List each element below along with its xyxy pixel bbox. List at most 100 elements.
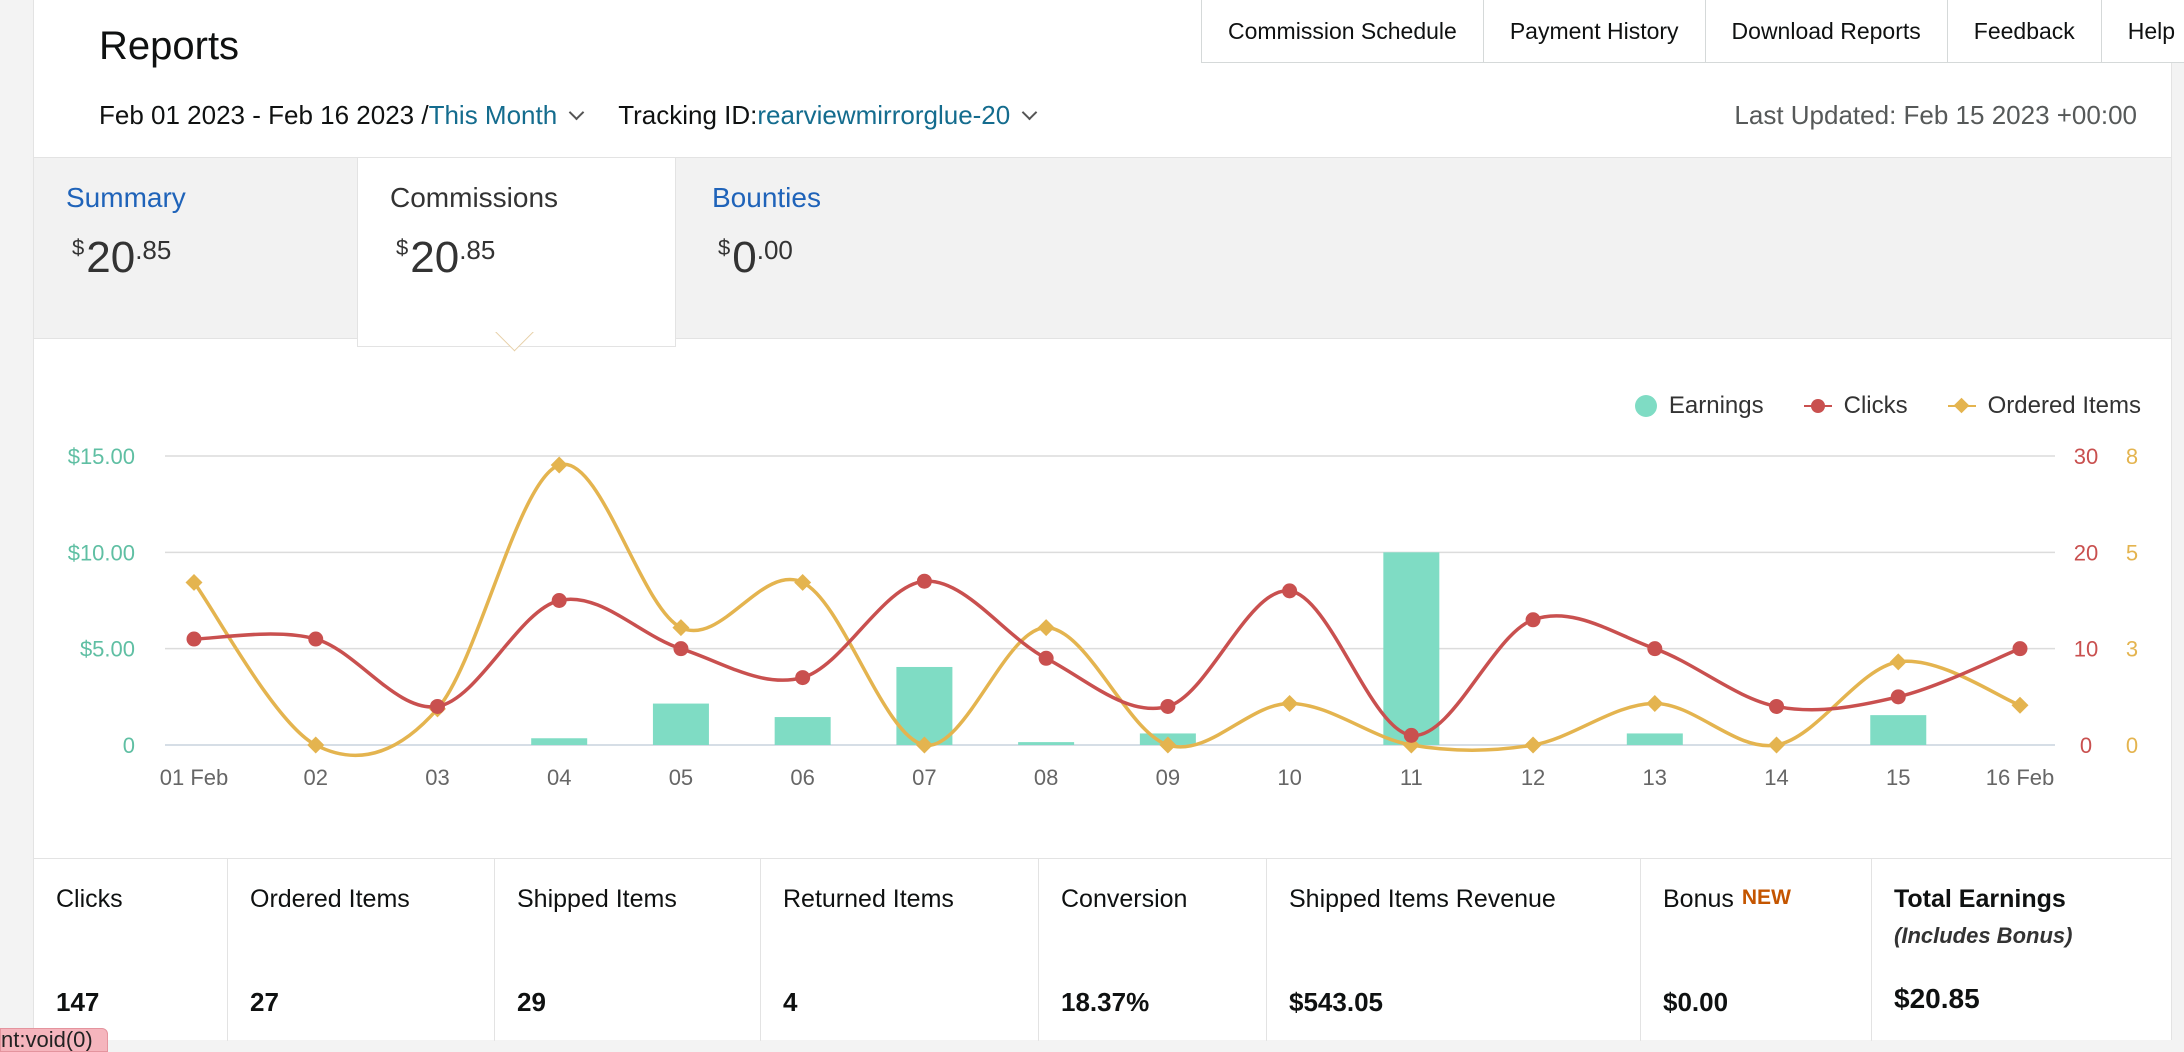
clicks-point [916, 573, 932, 589]
stat-label: Ordered Items [250, 885, 410, 913]
tab-bounties[interactable]: Bounties $0.00 [680, 158, 1000, 338]
clicks-axis-tick: 20 [2074, 540, 2098, 565]
status-bar-url: nt:void(0) [0, 1028, 108, 1052]
clicks-point [1282, 583, 1298, 599]
stat-value: $20.85 [1894, 983, 1980, 1014]
stat-conversion: Conversion 18.37% [1038, 859, 1266, 1041]
ordered-items-point [1768, 736, 1786, 754]
x-axis-tick: 07 [912, 765, 936, 790]
stat-bonus: Bonus NEW $0.00 [1640, 859, 1871, 1041]
x-axis-tick: 02 [303, 765, 327, 790]
stat-value: 27 [250, 987, 279, 1017]
clicks-swatch-icon [1803, 398, 1832, 414]
commission-schedule-button[interactable]: Commission Schedule [1228, 18, 1457, 44]
feedback-button[interactable]: Feedback [1946, 0, 2101, 62]
x-axis-tick: 11 [1400, 765, 1423, 790]
stat-label: Returned Items [783, 885, 954, 913]
stats-row: Clicks 147 Ordered Items 27 Shipped Item… [34, 858, 2171, 1041]
stat-shipped-items-revenue: Shipped Items Revenue $543.05 [1266, 859, 1640, 1041]
x-axis-tick: 06 [790, 765, 814, 790]
clicks-point [1647, 641, 1663, 657]
ordered-axis-tick: 5 [2126, 540, 2138, 565]
ordered-axis-tick: 3 [2126, 637, 2138, 662]
x-axis-tick: 15 [1886, 765, 1910, 790]
tracking-id-label: Tracking ID: [618, 100, 758, 130]
stat-value: 4 [783, 987, 798, 1017]
earnings-bar [531, 738, 588, 745]
earnings-bar [1626, 733, 1683, 745]
page-title: Reports [99, 24, 240, 68]
legend-ordered-items[interactable]: Ordered Items [1947, 392, 2141, 420]
clicks-point [795, 670, 811, 686]
ordered-axis-tick: 8 [2126, 444, 2138, 469]
top-nav: Commission Schedule Payment History Down… [1201, 0, 2184, 63]
clicks-point [551, 593, 567, 608]
clicks-point [2012, 641, 2028, 657]
stat-clicks: Clicks 147 [34, 859, 227, 1041]
earnings-bar [1383, 552, 1440, 745]
left-axis-tick: $10.00 [68, 540, 135, 565]
ordered-items-point [1159, 736, 1177, 754]
stat-label: Shipped Items [517, 885, 677, 913]
x-axis-tick: 16 Feb [1986, 765, 2055, 790]
left-axis-tick: 0 [123, 733, 135, 758]
ordered-items-point [550, 456, 568, 474]
ordered-items-point [1889, 653, 1907, 671]
ordered-items-point [2011, 696, 2029, 714]
date-range-text: Feb 01 2023 - Feb 16 2023 / [99, 100, 429, 130]
clicks-point [1525, 612, 1541, 628]
ordered-axis-tick: 0 [2126, 733, 2138, 758]
stat-label: Conversion [1061, 885, 1188, 913]
period-link[interactable]: This Month [428, 100, 558, 130]
earnings-bar [774, 717, 831, 745]
clicks-axis-tick: 0 [2080, 733, 2092, 758]
tab-commissions-amount: $20.85 [396, 233, 496, 282]
stat-ordered-items: Ordered Items 27 [227, 859, 494, 1041]
ordered-items-point [915, 736, 933, 754]
earnings-bar [652, 703, 709, 745]
clicks-axis-tick: 10 [2074, 637, 2098, 662]
tab-commissions-label: Commissions [390, 182, 559, 213]
x-axis-tick: 10 [1277, 765, 1301, 790]
ordered-items-point [1646, 694, 1664, 712]
clicks-point [1160, 698, 1176, 714]
x-axis-tick: 01 Feb [160, 765, 229, 790]
tab-commissions[interactable]: Commissions $20.85 [357, 158, 676, 347]
tracking-id-dropdown[interactable]: Tracking ID: rearviewmirrorglue-20 [618, 100, 1038, 131]
report-filters: Feb 01 2023 - Feb 16 2023 / This Month T… [99, 100, 1038, 131]
clicks-point [673, 641, 689, 657]
ordered-items-point [1524, 736, 1542, 754]
stat-value: 147 [56, 987, 100, 1017]
tab-bounties-amount: $0.00 [718, 233, 793, 282]
tracking-id-value[interactable]: rearviewmirrorglue-20 [757, 100, 1011, 130]
report-tabs: Summary $20.85 Commissions $20.85 Bounti… [34, 157, 2171, 347]
x-axis-tick: 13 [1643, 765, 1667, 790]
stat-returned-items: Returned Items 4 [760, 859, 1038, 1041]
stat-shipped-items: Shipped Items 29 [494, 859, 760, 1041]
stat-value: $543.05 [1289, 987, 1383, 1017]
left-axis-tick: $15.00 [68, 444, 135, 469]
ordered-items-point [1037, 619, 1055, 637]
earnings-bar [1018, 742, 1075, 745]
ordered-items-swatch-icon [1947, 398, 1976, 414]
new-badge: NEW [1741, 886, 1791, 909]
legend-clicks[interactable]: Clicks [1803, 392, 1908, 420]
clicks-line [193, 579, 2021, 738]
ordered-items-point [185, 573, 203, 591]
download-reports-button[interactable]: Download Reports [1704, 0, 1947, 62]
x-axis-tick: 08 [1034, 765, 1058, 790]
tab-summary[interactable]: Summary $20.85 [34, 158, 357, 338]
clicks-point [308, 631, 324, 647]
clicks-point [1403, 727, 1419, 743]
date-range-dropdown[interactable]: Feb 01 2023 - Feb 16 2023 / This Month [99, 100, 585, 131]
left-axis-tick: $5.00 [80, 637, 135, 662]
stat-total-earnings: Total Earnings (Includes Bonus) $20.85 [1871, 859, 2171, 1041]
stat-note: (Includes Bonus) [1894, 923, 2073, 948]
payment-history-button[interactable]: Payment History [1482, 0, 1705, 62]
clicks-point [186, 631, 202, 647]
clicks-axis-tick: 30 [2074, 444, 2098, 469]
clicks-point [1890, 689, 1906, 705]
legend-earnings[interactable]: Earnings [1634, 392, 1764, 420]
help-button[interactable]: Help [2100, 0, 2184, 62]
earnings-swatch-icon [1634, 395, 1657, 417]
